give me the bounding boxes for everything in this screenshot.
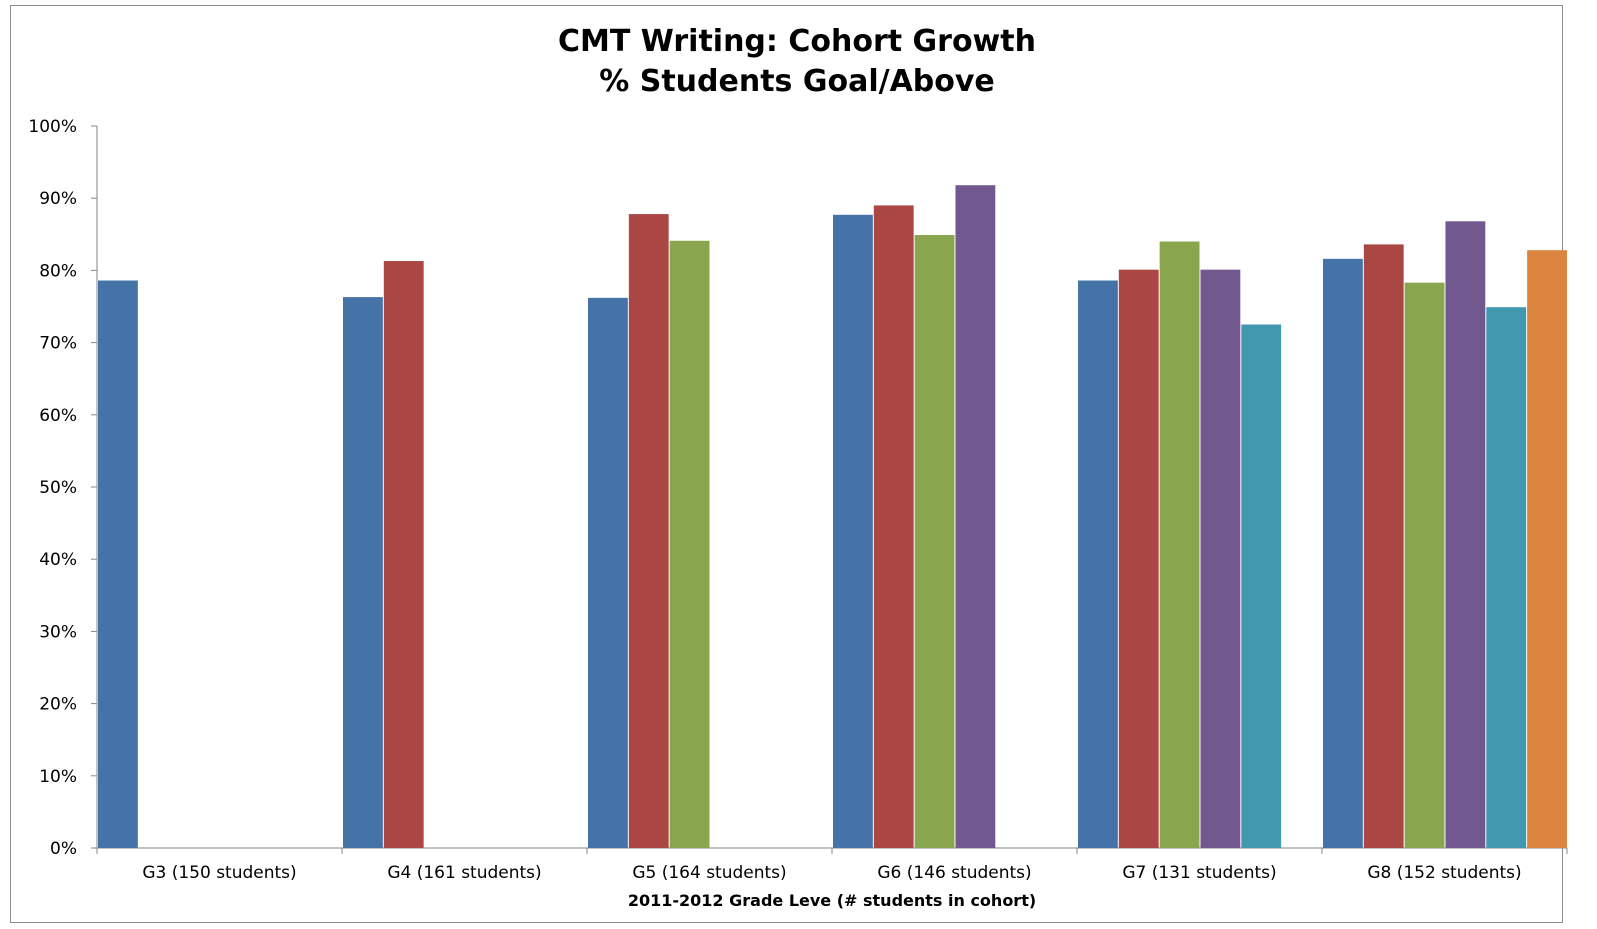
- bar: [588, 297, 628, 848]
- x-tick-label: G3 (150 students): [142, 863, 296, 883]
- y-tick-label: 20%: [39, 695, 77, 715]
- bar: [873, 205, 914, 849]
- bar: [1323, 258, 1363, 848]
- y-tick-label: 0%: [50, 839, 77, 859]
- y-tick-label: 90%: [39, 189, 77, 209]
- x-tick-label: G6 (146 students): [877, 863, 1031, 883]
- x-axis-label: 2011-2012 Grade Leve (# students in coho…: [628, 891, 1036, 910]
- bar: [669, 240, 710, 849]
- chart-frame: [10, 5, 1563, 923]
- y-tick-label: 40%: [39, 550, 77, 570]
- bar: [914, 235, 955, 849]
- bar: [383, 261, 424, 848]
- bar: [1078, 280, 1118, 848]
- bar: [1445, 221, 1486, 848]
- bar: [833, 214, 873, 848]
- bar: [1486, 307, 1527, 848]
- chart-title-line-1: CMT Writing: Cohort Growth: [558, 24, 1036, 59]
- bar: [1118, 269, 1159, 849]
- bar: [1241, 324, 1282, 848]
- x-axis: G3 (150 students) G4 (161 students) G5 (16…: [96, 847, 1568, 883]
- x-tick-label: G8 (152 students): [1367, 863, 1521, 883]
- chart-title-line-2: % Students Goal/Above: [599, 64, 995, 99]
- bar: [1159, 241, 1200, 848]
- y-axis: 0% 10% 20% 30% 40% 50% 60% 70% 80% 90% 100%: [28, 117, 98, 859]
- bar: [1363, 244, 1404, 848]
- bars: [98, 185, 1567, 849]
- bar: [955, 185, 996, 849]
- y-tick-label: 80%: [39, 261, 77, 281]
- bar: [98, 280, 138, 848]
- bar: [1404, 282, 1445, 848]
- bar: [343, 297, 383, 848]
- y-tick-label: 50%: [39, 478, 77, 498]
- bar: [1527, 250, 1567, 848]
- y-tick-label: 10%: [39, 767, 77, 787]
- x-tick-label: G5 (164 students): [632, 863, 786, 883]
- bar: [1200, 269, 1241, 849]
- x-tick-label: G7 (131 students): [1122, 863, 1276, 883]
- y-tick-label: 100%: [28, 117, 77, 137]
- y-tick-label: 30%: [39, 622, 77, 642]
- x-tick-label: G4 (161 students): [387, 863, 541, 883]
- bar: [628, 214, 669, 849]
- y-tick-label: 70%: [39, 334, 77, 354]
- y-tick-label: 60%: [39, 406, 77, 426]
